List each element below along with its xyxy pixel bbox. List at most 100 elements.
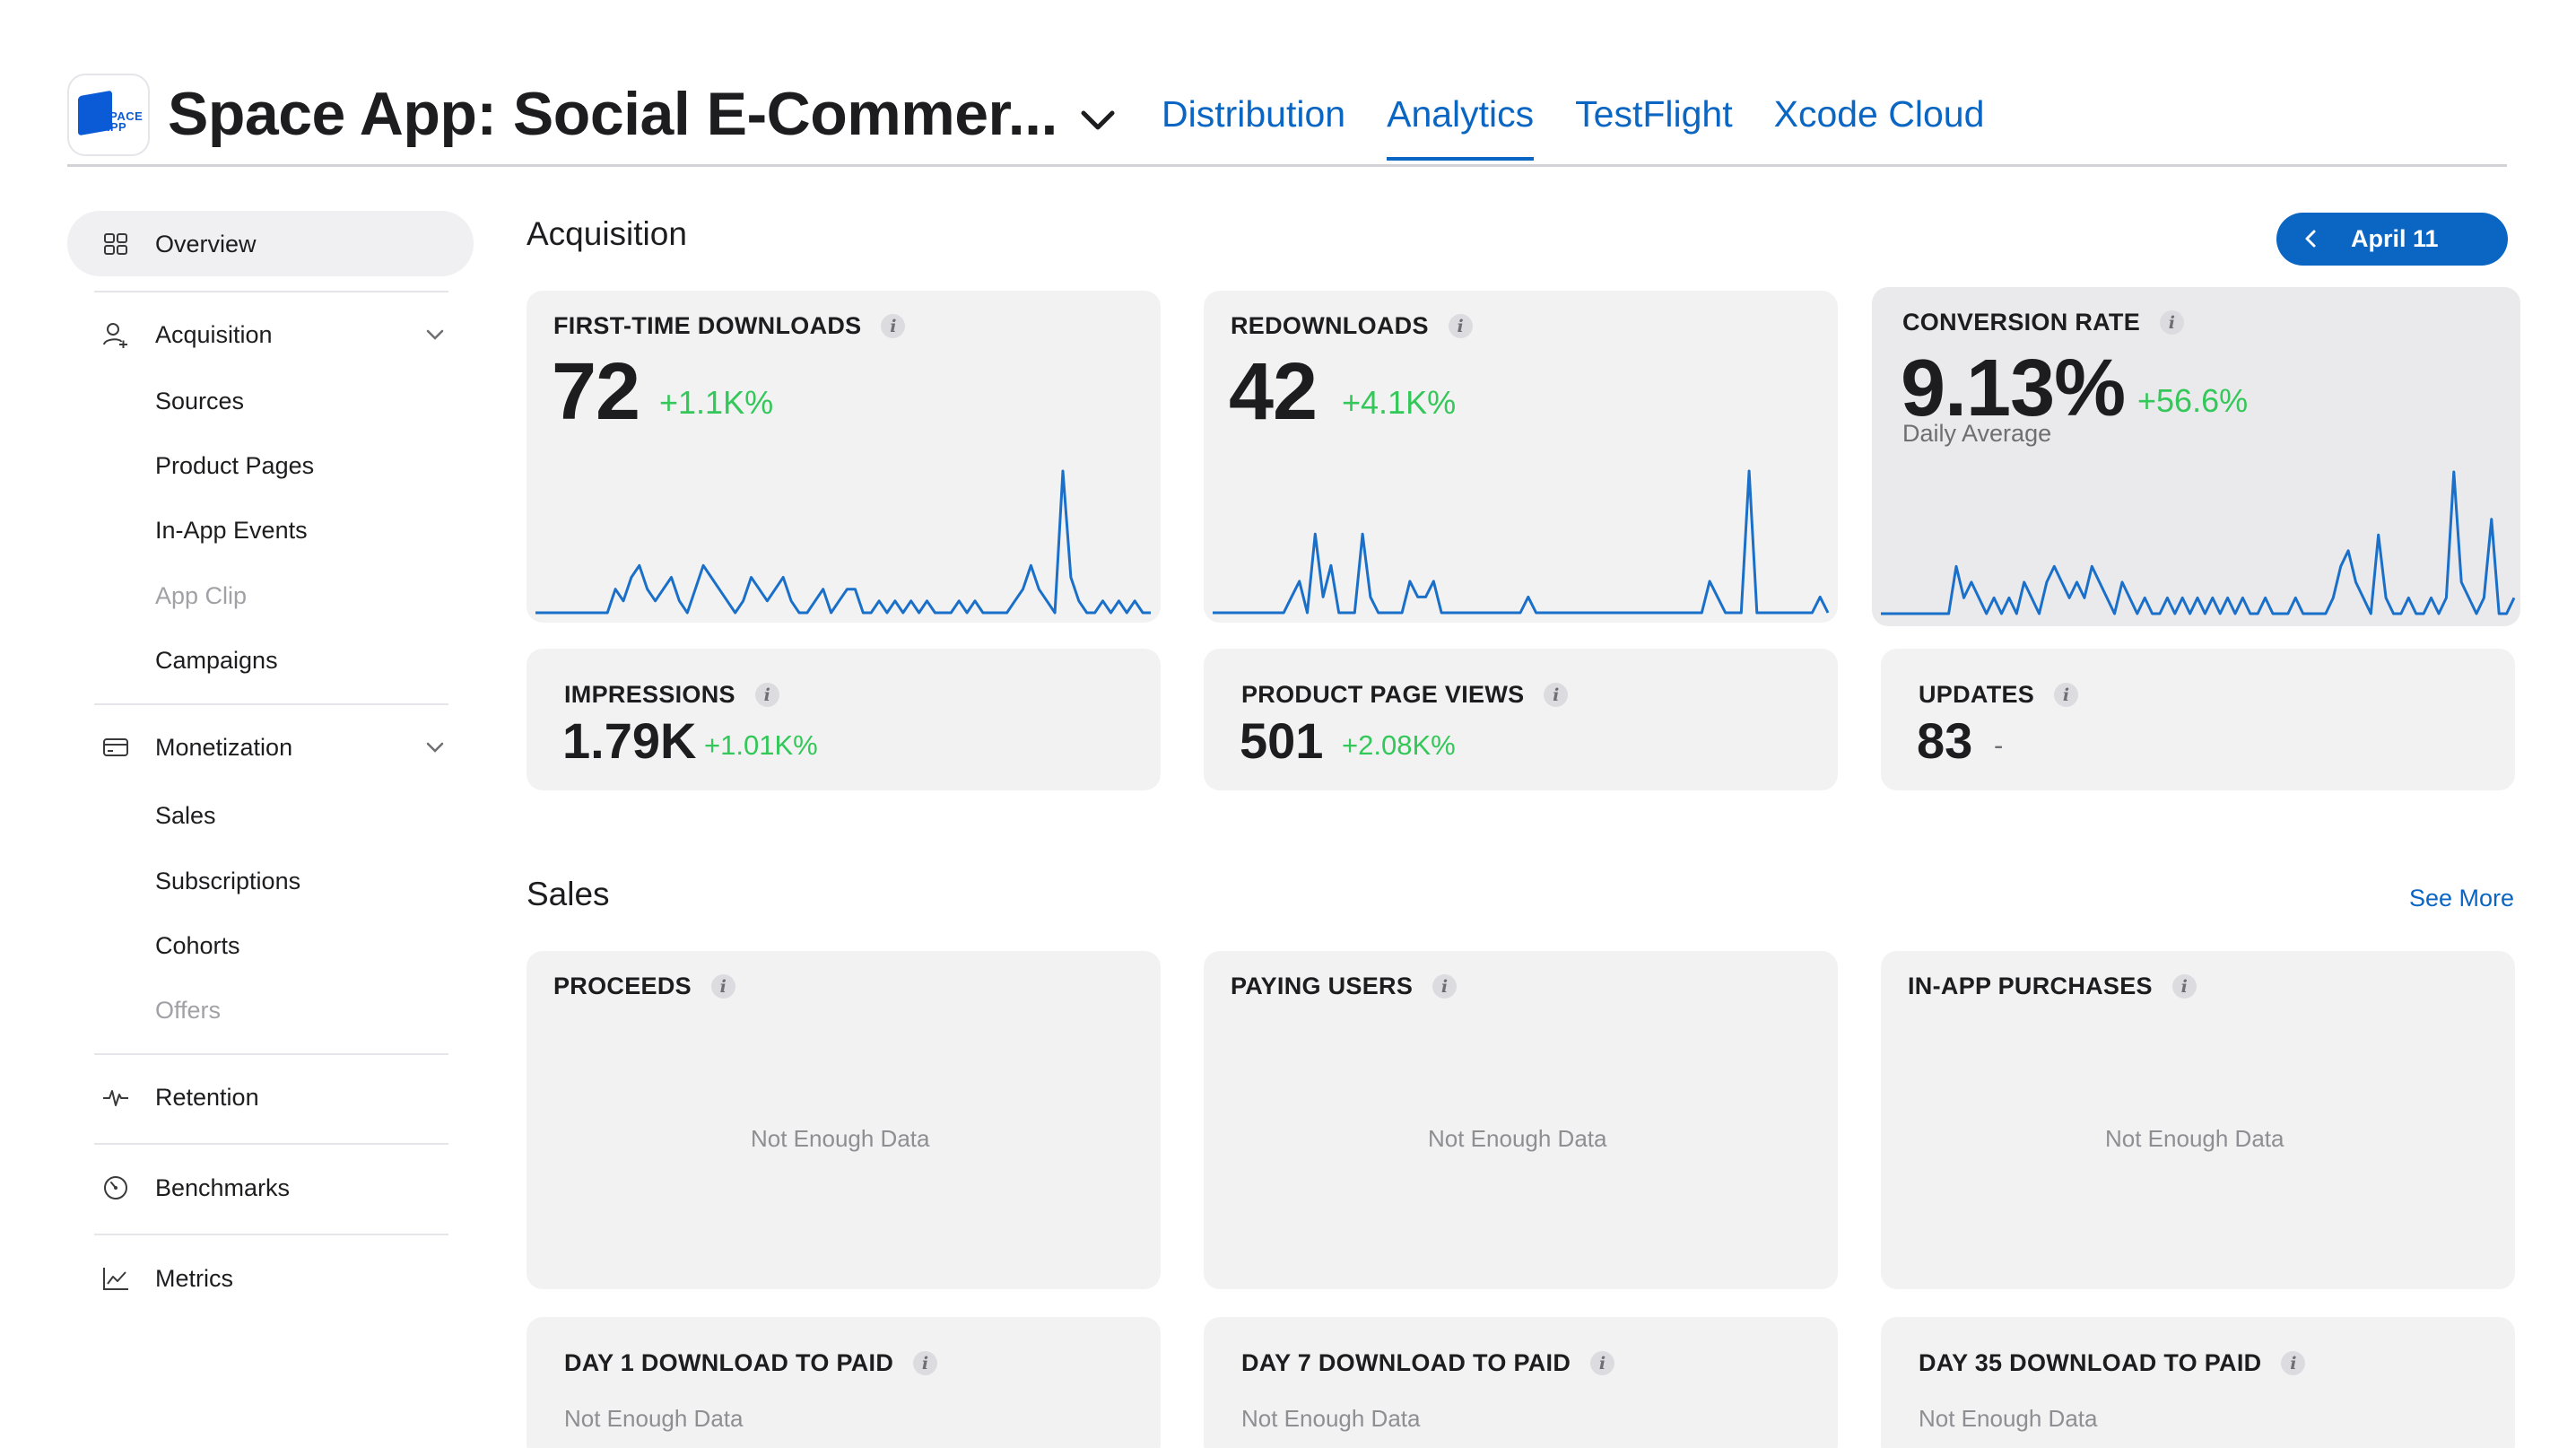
conversion-rate-card[interactable]: CONVERSION RATE i 9.13% +56.6% Daily Ave… [1872,287,2520,626]
card-label: IN-APP PURCHASES i [1908,973,2197,1000]
metric-value: 72 [552,347,640,437]
metric-value: 9.13% [1901,344,2126,433]
acquisition-section-title: Acquisition [527,215,687,252]
tab-distribution[interactable]: Distribution [1162,93,1346,135]
card-label-text: IMPRESSIONS [564,681,735,708]
card-label-text: PRODUCT PAGE VIEWS [1241,681,1525,708]
app-header: SPACE APP Space App: Social E-Commer... … [67,70,2507,167]
not-enough-data-label: Not Enough Data [1428,1125,1607,1152]
divider [94,1053,448,1055]
chart-line-icon [103,1268,128,1290]
sidebar-item-sources[interactable]: Sources [155,388,245,414]
divider [94,703,448,705]
sidebar-item-overview-bg[interactable] [67,211,474,276]
person-icon [103,323,127,348]
card-label: IMPRESSIONS i [564,681,779,709]
credit-card-icon [103,738,128,756]
info-icon[interactable]: i [710,974,735,999]
sparkline-series [1881,470,2516,615]
info-icon[interactable]: i [754,683,779,707]
info-icon[interactable]: i [1448,314,1473,338]
redownloads-card[interactable]: REDOWNLOADS i 42 +4.1K% [1204,291,1838,623]
date-label: April 11 [2351,225,2439,252]
top-tabs: Distribution Analytics TestFlight Xcode … [1162,93,2025,161]
sidebar-item-offers: Offers [155,997,222,1024]
tab-testflight[interactable]: TestFlight [1575,93,1733,135]
chevron-down-icon[interactable] [424,324,446,345]
product-page-views-card[interactable]: PRODUCT PAGE VIEWS i 501 +2.08K% [1204,649,1838,790]
sidebar-item-in-app-events[interactable]: In-App Events [155,517,308,544]
redownloads-sparkline [1213,469,1830,615]
card-label: CONVERSION RATE i [1902,309,2185,336]
in-app-purchases-card[interactable]: IN-APP PURCHASES i Not Enough Data [1881,951,2515,1289]
sidebar-item-cohorts[interactable]: Cohorts [155,932,240,959]
date-picker-button[interactable]: April 11 [2276,213,2508,266]
not-enough-data-label: Not Enough Data [1241,1405,1421,1432]
first-time-downloads-card[interactable]: FIRST-TIME DOWNLOADS i 72 +1.1K% [527,291,1161,623]
card-label-text: FIRST-TIME DOWNLOADS [553,312,862,339]
card-label: REDOWNLOADS i [1231,312,1473,340]
sidebar-item-benchmarks[interactable]: Benchmarks [67,1161,475,1215]
chevron-down-icon[interactable] [424,737,446,758]
sidebar-item-monetization[interactable]: Monetization [67,720,475,774]
metric-value: 501 [1240,712,1324,769]
sidebar-item-product-pages[interactable]: Product Pages [155,452,315,479]
info-icon[interactable]: i [2160,310,2185,335]
info-icon[interactable]: i [2171,974,2197,999]
info-icon[interactable]: i [913,1351,938,1375]
card-label: FIRST-TIME DOWNLOADS i [553,312,906,340]
metric-delta: +1.1K% [659,384,774,421]
sidebar-item-acquisition[interactable]: Acquisition [67,308,475,362]
sidebar-item-label: Acquisition [155,320,273,348]
paying-users-card[interactable]: PAYING USERS i Not Enough Data [1204,951,1838,1289]
sales-section-title: Sales [527,876,610,912]
card-label: UPDATES i [1919,681,2079,709]
see-more-link[interactable]: See More [2409,885,2515,912]
sidebar-item-retention[interactable]: Retention [67,1070,475,1124]
chevron-left-icon [2305,230,2316,248]
app-icon[interactable]: SPACE APP [67,74,150,156]
divider [94,291,448,292]
day-1-download-to-paid-card[interactable]: DAY 1 DOWNLOAD TO PAID i Not Enough Data [527,1317,1161,1448]
card-label: DAY 7 DOWNLOAD TO PAID i [1241,1349,1615,1377]
metric-value: 1.79K [562,712,697,769]
not-enough-data-label: Not Enough Data [564,1405,744,1432]
tab-analytics[interactable]: Analytics [1387,93,1535,161]
card-label-text: UPDATES [1919,681,2035,708]
card-label-text: DAY 35 DOWNLOAD TO PAID [1919,1349,2262,1376]
sidebar-item-metrics[interactable]: Metrics [67,1252,475,1305]
sidebar-item-label: Benchmarks [155,1173,291,1201]
info-icon[interactable]: i [2054,683,2079,707]
divider [94,1143,448,1145]
card-label-text: DAY 7 DOWNLOAD TO PAID [1241,1349,1571,1376]
sidebar-item-sales[interactable]: Sales [155,802,216,829]
info-icon[interactable]: i [1432,974,1458,999]
info-icon[interactable]: i [2281,1351,2306,1375]
sparkline-series [1213,469,1830,615]
info-icon[interactable]: i [1544,683,1569,707]
daily-average-note: Daily Average [1902,420,2052,447]
grid-icon [104,233,127,255]
impressions-card[interactable]: IMPRESSIONS i 1.79K +1.01K% [527,649,1161,790]
app-title[interactable]: Space App: Social E-Commer... [168,80,1057,148]
metric-delta: +4.1K% [1342,384,1457,421]
day-35-download-to-paid-card[interactable]: DAY 35 DOWNLOAD TO PAID i Not Enough Dat… [1881,1317,2515,1448]
metric-delta: - [1994,729,2004,761]
not-enough-data-label: Not Enough Data [751,1125,930,1152]
sidebar-item-overview[interactable]: Overview [67,217,475,271]
day-7-download-to-paid-card[interactable]: DAY 7 DOWNLOAD TO PAID i Not Enough Data [1204,1317,1838,1448]
sidebar-item-subscriptions[interactable]: Subscriptions [155,868,301,894]
divider [94,1234,448,1235]
proceeds-card[interactable]: PROCEEDS i Not Enough Data [527,951,1161,1289]
card-label-text: DAY 1 DOWNLOAD TO PAID [564,1349,894,1376]
tab-xcode-cloud[interactable]: Xcode Cloud [1773,93,1985,135]
card-label: PROCEEDS i [553,973,735,1000]
gauge-icon [104,1176,127,1199]
sidebar-item-label: Retention [155,1083,259,1111]
info-icon[interactable]: i [881,314,906,338]
info-icon[interactable]: i [1590,1351,1615,1375]
app-switcher-chevron-icon[interactable] [1076,99,1119,142]
sidebar-item-campaigns[interactable]: Campaigns [155,647,278,674]
updates-card[interactable]: UPDATES i 83 - [1881,649,2515,790]
card-label-text: CONVERSION RATE [1902,309,2141,336]
